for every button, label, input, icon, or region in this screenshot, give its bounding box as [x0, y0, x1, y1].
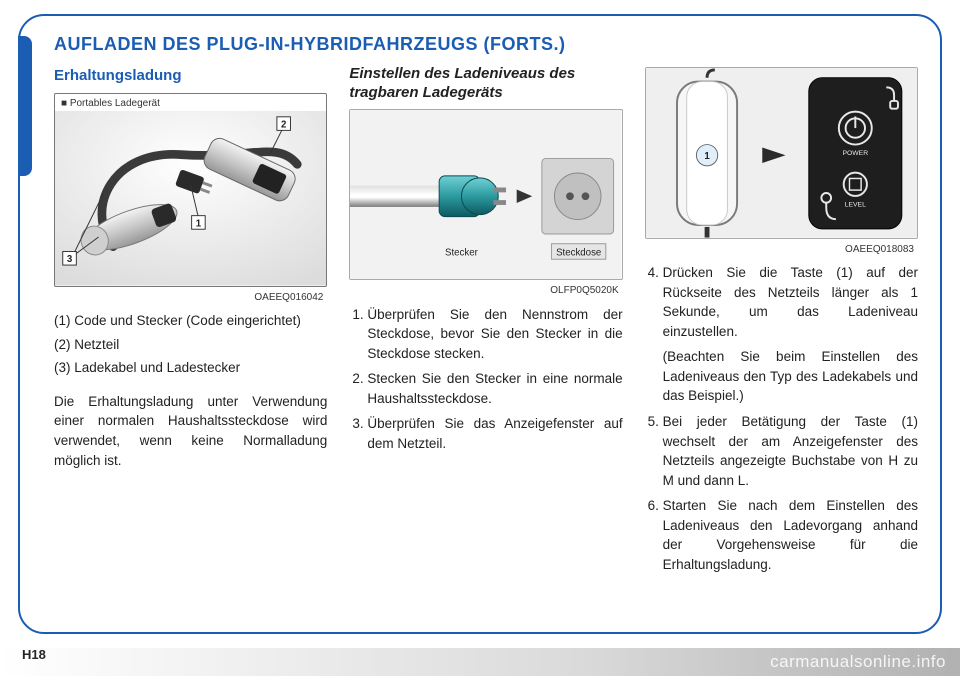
label-socket: Steckdose — [556, 247, 601, 258]
col3-steps-cont: Bei jeder Betätigung der Taste (1) wechs… — [645, 412, 918, 575]
fig1-caption: ■ Portables Ladegerät — [55, 94, 326, 112]
col2-heading: Einstellen des Ladeniveaus des tragbaren… — [349, 65, 622, 103]
step-3: Überprüfen Sie das Anzeigefenster auf de… — [367, 414, 622, 453]
column-3: 1 — [645, 65, 918, 581]
col1-item1: (1) Code und Stecker (Code eingerichtet) — [54, 311, 327, 331]
figure-plug-socket: Stecker Steckdose — [349, 109, 622, 281]
charger-illustration: 2 1 3 — [55, 111, 326, 285]
label-plug: Stecker — [445, 247, 479, 258]
col1-item3: (3) Ladekabel und Ladestecker — [54, 358, 327, 378]
col3-steps: Drücken Sie die Taste (1) auf der Rückse… — [645, 263, 918, 341]
plug-socket-illustration: Stecker Steckdose — [350, 110, 621, 280]
step-1: Überprüfen Sie den Nennstrom der Steckdo… — [367, 305, 622, 364]
callout-device-1: 1 — [704, 151, 710, 162]
callout-3: 3 — [67, 254, 73, 265]
step-6: Starten Sie nach dem Einstellen des Lade… — [663, 496, 918, 574]
content-columns: Erhaltungsladung ■ Portables Ladegerät — [54, 65, 918, 581]
step-4: Drücken Sie die Taste (1) auf der Rückse… — [663, 263, 918, 341]
figure-device-buttons: 1 — [645, 67, 918, 239]
col2-steps: Überprüfen Sie den Nennstrom der Steckdo… — [349, 305, 622, 454]
page-frame: AUFLADEN DES PLUG-IN-HYBRIDFAHRZEUGS (FO… — [18, 14, 942, 634]
label-power: POWER — [842, 150, 868, 157]
column-2: Einstellen des Ladeniveaus des tragbaren… — [349, 65, 622, 581]
watermark: carmanualsonline.info — [0, 648, 960, 676]
callout-2: 2 — [281, 120, 286, 131]
callout-1: 1 — [196, 219, 202, 230]
step-4b: (Beachten Sie beim Einstellen des Ladeni… — [663, 347, 918, 406]
column-1: Erhaltungsladung ■ Portables Ladegerät — [54, 65, 327, 581]
col1-heading: Erhaltungsladung — [54, 65, 327, 87]
col1-item2: (2) Netzteil — [54, 335, 327, 355]
figure-portable-charger: ■ Portables Ladegerät — [54, 93, 327, 287]
step-5: Bei jeder Betätigung der Taste (1) wechs… — [663, 412, 918, 490]
fig1-code: OAEEQ016042 — [54, 291, 327, 306]
device-illustration: 1 — [646, 68, 917, 238]
col1-paragraph: Die Erhaltungsladung unter Verwendung ei… — [54, 392, 327, 470]
fig3-code: OAEEQ018083 — [645, 243, 918, 258]
page-number: H18 — [22, 647, 46, 662]
label-level: LEVEL — [844, 202, 865, 209]
step-2: Stecken Sie den Stecker in eine normale … — [367, 369, 622, 408]
fig2-code: OLFP0Q5020K — [349, 284, 622, 299]
side-tab — [18, 36, 32, 176]
section-title: AUFLADEN DES PLUG-IN-HYBRIDFAHRZEUGS (FO… — [54, 34, 918, 55]
